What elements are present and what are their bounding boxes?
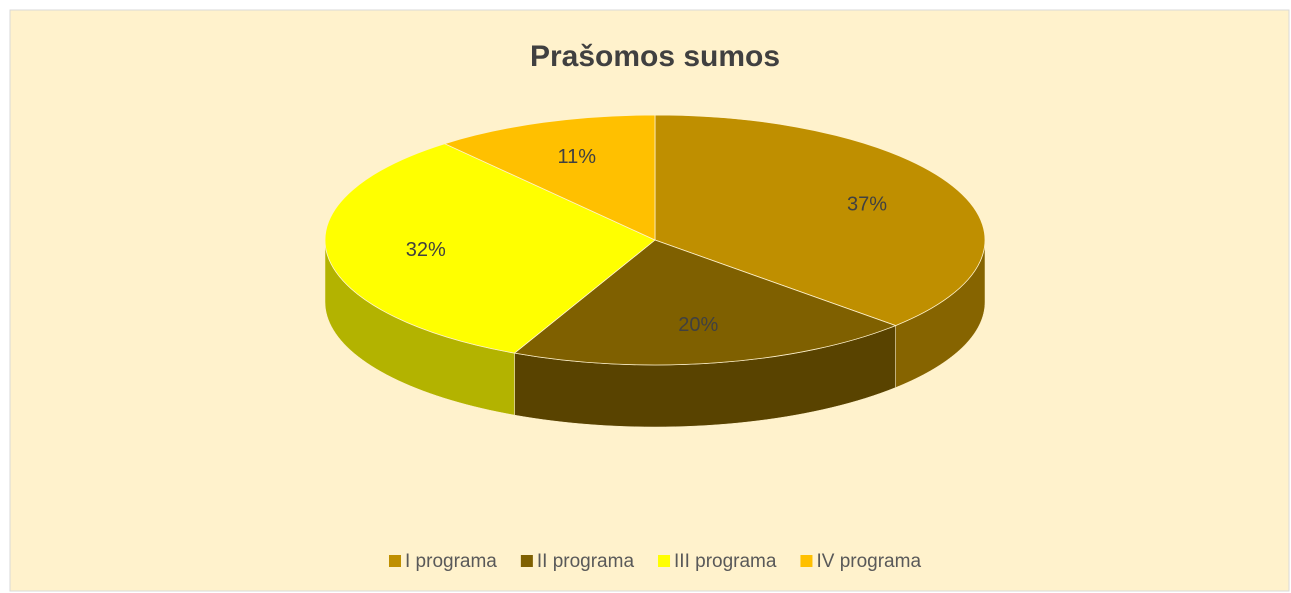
chart-title: Prašomos sumos — [530, 40, 780, 73]
data-label: 37% — [847, 194, 887, 216]
slice — [324, 143, 656, 354]
legend-swatch — [388, 555, 401, 567]
slice — [654, 114, 986, 326]
data-label: 20% — [678, 314, 718, 336]
legend: I programa II programa III programa IV prog… — [388, 551, 921, 572]
data-label: 11% — [557, 146, 596, 168]
data-label: 32% — [406, 239, 446, 261]
legend-label: IV programa — [816, 551, 921, 572]
slice — [443, 114, 656, 241]
legend-swatch — [520, 555, 533, 567]
legend-swatch — [658, 555, 671, 567]
legend-label: III programa — [674, 551, 777, 572]
legend-label: II programa — [537, 551, 635, 572]
legend-swatch — [800, 555, 813, 567]
legend-label: I programa — [405, 551, 497, 572]
slice — [513, 239, 897, 366]
